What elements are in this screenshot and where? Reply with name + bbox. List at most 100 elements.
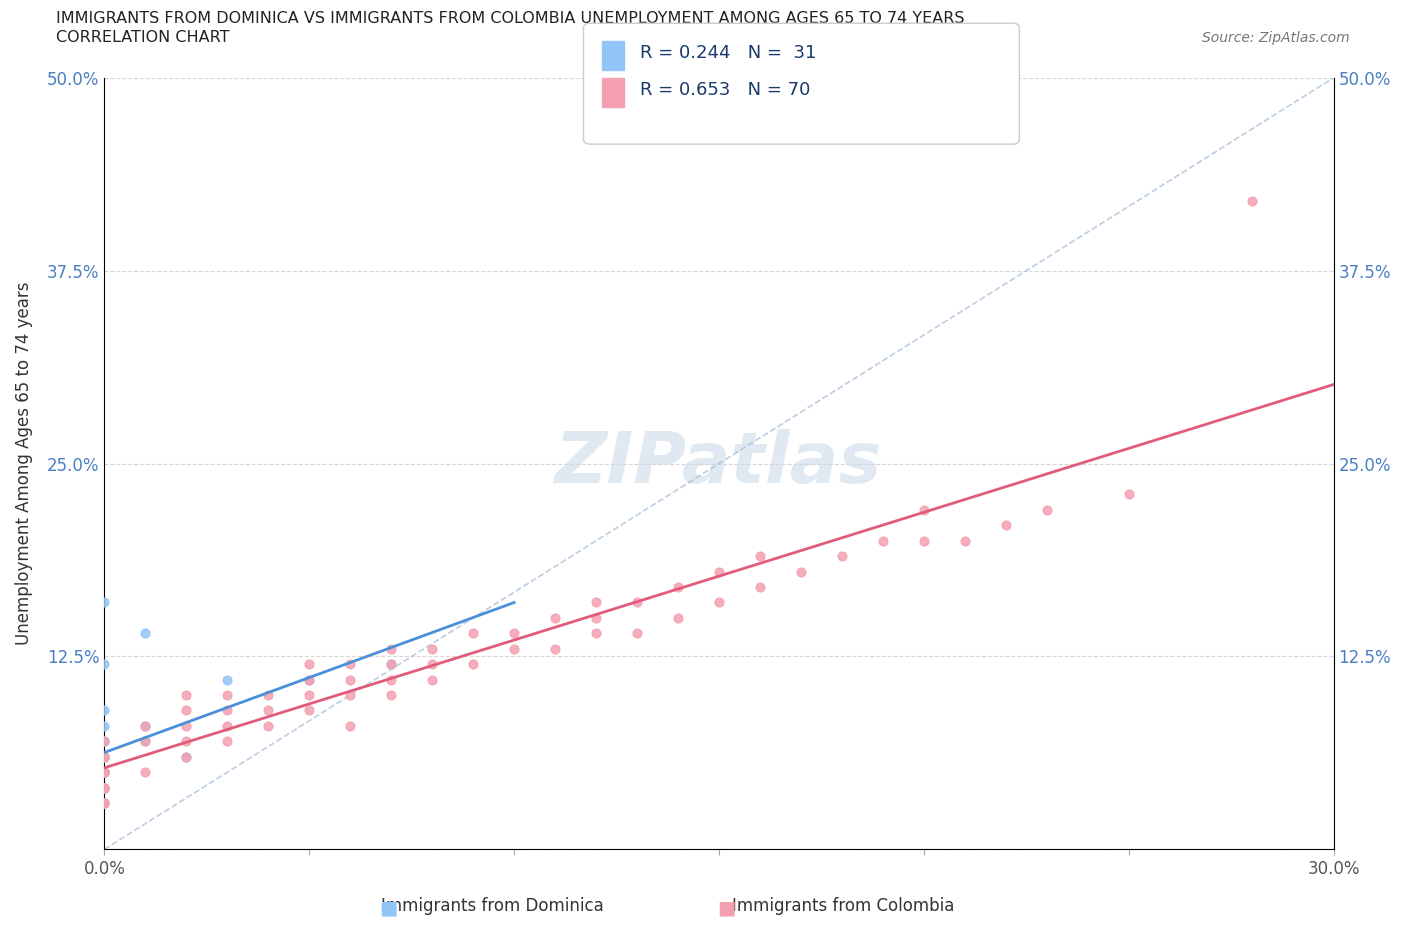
Text: ■: ■ bbox=[380, 898, 398, 917]
Point bbox=[93, 719, 115, 734]
Point bbox=[93, 796, 115, 811]
Text: ZIPatlas: ZIPatlas bbox=[555, 429, 883, 498]
Point bbox=[93, 734, 115, 749]
Point bbox=[93, 780, 115, 795]
Text: R = 0.653   N = 70: R = 0.653 N = 70 bbox=[640, 81, 810, 99]
Point bbox=[257, 687, 280, 702]
Point bbox=[93, 796, 115, 811]
Point bbox=[176, 750, 198, 764]
Point bbox=[93, 734, 115, 749]
Point bbox=[503, 642, 526, 657]
Point bbox=[134, 734, 156, 749]
Point bbox=[176, 687, 198, 702]
Point bbox=[257, 703, 280, 718]
Point bbox=[461, 626, 484, 641]
Point bbox=[1118, 487, 1140, 502]
Point bbox=[380, 642, 402, 657]
Point bbox=[707, 565, 730, 579]
Point bbox=[748, 549, 770, 564]
Text: Immigrants from Dominica: Immigrants from Dominica bbox=[381, 897, 603, 915]
Point bbox=[176, 719, 198, 734]
Point bbox=[134, 719, 156, 734]
Text: IMMIGRANTS FROM DOMINICA VS IMMIGRANTS FROM COLOMBIA UNEMPLOYMENT AMONG AGES 65 : IMMIGRANTS FROM DOMINICA VS IMMIGRANTS F… bbox=[56, 11, 965, 26]
Point bbox=[93, 657, 115, 671]
Point bbox=[912, 533, 935, 548]
Text: CORRELATION CHART: CORRELATION CHART bbox=[56, 30, 229, 45]
Point bbox=[93, 734, 115, 749]
Point bbox=[93, 750, 115, 764]
Point bbox=[93, 764, 115, 779]
Point bbox=[339, 687, 361, 702]
Point bbox=[93, 750, 115, 764]
Point bbox=[93, 764, 115, 779]
Point bbox=[585, 595, 607, 610]
Point bbox=[626, 626, 648, 641]
Text: R = 0.244   N =  31: R = 0.244 N = 31 bbox=[640, 44, 815, 61]
Point bbox=[217, 719, 239, 734]
Point bbox=[953, 533, 976, 548]
Point bbox=[93, 764, 115, 779]
Point bbox=[93, 703, 115, 718]
Point bbox=[93, 796, 115, 811]
Point bbox=[790, 565, 813, 579]
Point bbox=[380, 657, 402, 671]
Point bbox=[544, 610, 567, 625]
Point bbox=[420, 672, 443, 687]
Point bbox=[872, 533, 894, 548]
Point bbox=[93, 780, 115, 795]
Point bbox=[93, 780, 115, 795]
Point bbox=[217, 672, 239, 687]
Point bbox=[1035, 502, 1057, 517]
Point bbox=[93, 750, 115, 764]
Point bbox=[93, 764, 115, 779]
Point bbox=[217, 734, 239, 749]
Point bbox=[134, 734, 156, 749]
Point bbox=[217, 687, 239, 702]
Point bbox=[626, 595, 648, 610]
Point bbox=[93, 780, 115, 795]
Point bbox=[93, 764, 115, 779]
Point bbox=[994, 518, 1017, 533]
Point bbox=[298, 657, 321, 671]
Point bbox=[585, 610, 607, 625]
Point bbox=[93, 780, 115, 795]
Point bbox=[93, 796, 115, 811]
Point bbox=[585, 626, 607, 641]
Point bbox=[93, 764, 115, 779]
Point bbox=[93, 764, 115, 779]
Point bbox=[93, 764, 115, 779]
Point bbox=[912, 502, 935, 517]
Point bbox=[93, 780, 115, 795]
Point bbox=[503, 626, 526, 641]
Point bbox=[380, 657, 402, 671]
Y-axis label: Unemployment Among Ages 65 to 74 years: Unemployment Among Ages 65 to 74 years bbox=[15, 282, 32, 645]
Point bbox=[93, 750, 115, 764]
Point bbox=[298, 672, 321, 687]
Text: Immigrants from Colombia: Immigrants from Colombia bbox=[733, 897, 955, 915]
Point bbox=[134, 764, 156, 779]
Point bbox=[134, 626, 156, 641]
Point bbox=[217, 703, 239, 718]
Point bbox=[831, 549, 853, 564]
Point bbox=[707, 595, 730, 610]
Point bbox=[298, 703, 321, 718]
Point bbox=[380, 687, 402, 702]
Text: Source: ZipAtlas.com: Source: ZipAtlas.com bbox=[1202, 31, 1350, 45]
Point bbox=[544, 642, 567, 657]
Point bbox=[134, 719, 156, 734]
Point bbox=[93, 595, 115, 610]
Point bbox=[748, 579, 770, 594]
Point bbox=[380, 672, 402, 687]
Point bbox=[298, 687, 321, 702]
Point bbox=[93, 750, 115, 764]
Point bbox=[93, 764, 115, 779]
Point bbox=[176, 734, 198, 749]
Point bbox=[666, 610, 689, 625]
Point bbox=[93, 780, 115, 795]
Point bbox=[176, 750, 198, 764]
Point bbox=[93, 764, 115, 779]
Point bbox=[461, 657, 484, 671]
Point bbox=[339, 672, 361, 687]
Point bbox=[93, 764, 115, 779]
Point bbox=[257, 719, 280, 734]
